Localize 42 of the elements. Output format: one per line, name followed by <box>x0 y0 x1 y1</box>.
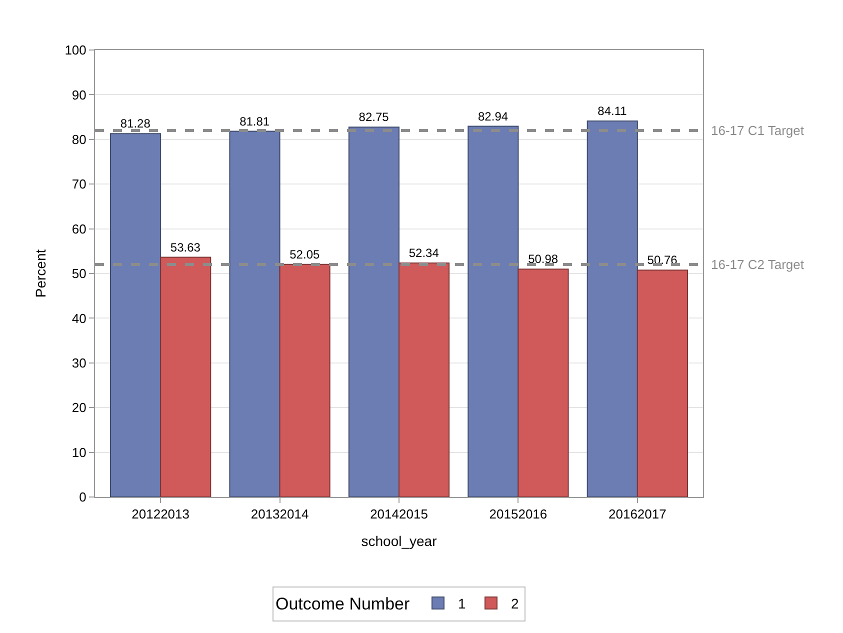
data-label: 52.05 <box>290 247 320 262</box>
legend-label: 1 <box>458 595 466 612</box>
y-tick-label: 40 <box>72 310 86 326</box>
y-tick-label: 90 <box>72 87 86 102</box>
y-tick-label: 20 <box>72 400 86 416</box>
y-tick-label: 50 <box>72 266 86 282</box>
bar <box>636 270 688 497</box>
data-label: 53.63 <box>170 240 201 254</box>
bar <box>518 268 569 497</box>
data-label: 50.98 <box>528 252 558 266</box>
y-tick-label: 100 <box>64 42 86 58</box>
data-label: 82.94 <box>478 109 508 124</box>
bar <box>348 126 400 497</box>
y-tick-label: 70 <box>72 176 86 192</box>
data-label: 84.11 <box>598 104 628 118</box>
x-tick-label: 20122013 <box>132 506 190 522</box>
data-label: 82.75 <box>358 110 390 124</box>
legend-label: 2 <box>510 595 519 612</box>
bar <box>279 264 330 497</box>
data-label: 81.28 <box>120 116 151 131</box>
x-axis-title: school_year <box>361 532 438 549</box>
bar <box>160 256 212 497</box>
y-tick-label: 0 <box>79 490 86 505</box>
y-tick-label: 10 <box>72 444 86 460</box>
y-axis-title: Percent <box>32 249 48 298</box>
data-label: 81.81 <box>240 114 270 128</box>
x-tick-label: 20132014 <box>250 506 309 522</box>
bar <box>468 126 519 497</box>
bar <box>110 133 162 497</box>
bar <box>398 262 450 497</box>
data-label: 52.34 <box>408 246 440 260</box>
legend-title: Outcome Number <box>276 594 410 614</box>
bar <box>229 130 280 497</box>
y-tick-label: 80 <box>72 132 86 147</box>
y-tick-label: 60 <box>72 221 86 236</box>
x-tick-label: 20142015 <box>370 506 428 522</box>
x-tick-label: 20152016 <box>489 506 548 522</box>
ref-line-label: 16-17 C1 Target <box>711 123 804 138</box>
y-tick-label: 30 <box>72 355 86 370</box>
bar <box>586 120 638 497</box>
x-tick-label: 20162017 <box>608 506 666 522</box>
ref-line-label: 16-17 C2 Target <box>711 257 804 272</box>
